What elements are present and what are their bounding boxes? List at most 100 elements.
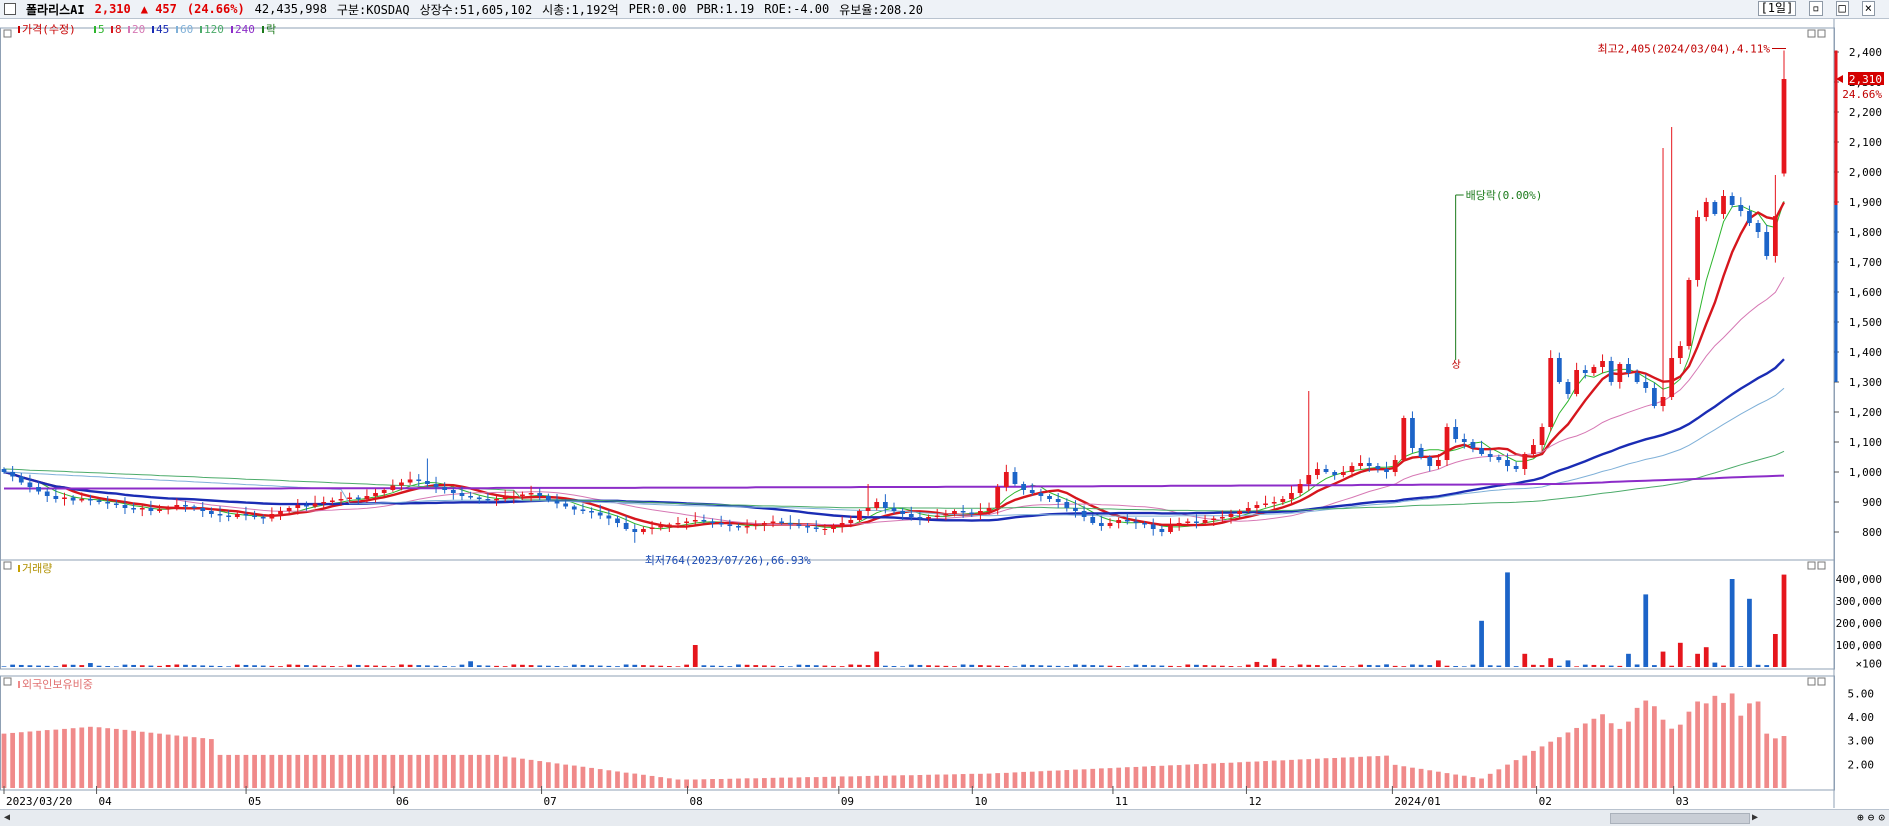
candle-body [1185, 521, 1191, 523]
foreign-bar [1686, 711, 1692, 788]
period-button[interactable]: [1일] [1757, 1, 1797, 16]
foreign-bar [580, 766, 586, 788]
candle-body [900, 511, 906, 514]
scroll-left-icon[interactable]: ◀ [4, 812, 11, 823]
candle-body [865, 508, 871, 511]
volume-bar [1142, 664, 1147, 667]
foreign-bar [571, 765, 577, 788]
foreign-bar [1029, 771, 1035, 788]
zoom-reset-icon[interactable]: ⊙ [1878, 811, 1885, 824]
x-tick-label-2: 05 [248, 795, 261, 808]
foreign-bar [139, 731, 145, 788]
volume-bar [53, 666, 59, 667]
candle-body [1418, 448, 1424, 457]
zoom-in-icon[interactable]: ⊕ [1857, 811, 1864, 824]
foreign-bar [355, 754, 361, 788]
candle-body [1721, 196, 1726, 214]
volume-bar [1772, 634, 1778, 667]
panel-minimize-icon-0 [3, 29, 12, 38]
volume-bar [355, 664, 361, 667]
volume-bar [468, 661, 473, 667]
foreign-bar [796, 777, 802, 788]
foreign-bar [329, 754, 335, 788]
foreign-bar [1358, 756, 1363, 788]
x-tick-label-10: 2024/01 [1394, 795, 1440, 808]
foreign-bar [442, 754, 448, 788]
foreign-bar [1219, 762, 1225, 788]
candle-body [1055, 499, 1061, 502]
foreign-bar [62, 728, 67, 788]
volume-bar [805, 664, 810, 667]
candle-body [615, 518, 620, 523]
foreign-bar [1617, 728, 1623, 788]
candle-body [355, 497, 361, 499]
maximize-icon[interactable]: □ [1835, 1, 1849, 16]
candle-body [701, 520, 707, 522]
volume-bar [1202, 665, 1208, 667]
volume-bar [1003, 666, 1009, 667]
candle-body [1323, 469, 1329, 472]
candle-body [528, 493, 534, 495]
volume-bar [865, 665, 871, 667]
candle-body [649, 527, 655, 529]
volume-bar [183, 664, 188, 667]
volume-bar [122, 664, 128, 667]
dividend-annotation: 배당락(0.00%) [1466, 189, 1543, 202]
scroll-bar[interactable]: ◀ ▶ ⊕ ⊖ ⊙ [0, 809, 1889, 826]
foreign-bar [1781, 736, 1787, 788]
close-icon[interactable]: × [1861, 1, 1875, 16]
candle-body [44, 491, 50, 496]
foreign-bar [995, 773, 1001, 788]
legend-label-1: 5 [98, 23, 105, 36]
candle-body [286, 508, 292, 511]
candle-body [1332, 472, 1338, 475]
volume-bar [1626, 653, 1631, 667]
volume-bar [425, 665, 430, 667]
zoom-out-icon[interactable]: ⊖ [1867, 811, 1875, 824]
volume-tick-label-2: 300,000 [1836, 595, 1882, 608]
foreign-bar [1349, 757, 1355, 788]
scroll-right-icon[interactable]: ▶ [1752, 812, 1759, 823]
foreign-bar [88, 726, 93, 788]
foreign-bar [1107, 768, 1113, 788]
scroll-thumb[interactable] [1610, 813, 1750, 824]
volume-bar [1738, 666, 1744, 667]
legend-label-2: 8 [115, 23, 122, 36]
x-tick-label-7: 10 [974, 795, 987, 808]
volume-bar [779, 666, 785, 667]
volume-bar [874, 651, 880, 667]
volume-bar [321, 665, 327, 667]
foreign-bar [373, 754, 378, 788]
foreign-bar [710, 779, 715, 788]
volume-bar [1574, 666, 1579, 667]
foreign-bar [658, 777, 664, 788]
candle-body [537, 493, 543, 496]
candle-body [399, 482, 404, 486]
foreign-bar [1384, 755, 1389, 788]
candle-body [1496, 457, 1502, 460]
legend-swatch-4 [152, 26, 154, 33]
foreign-bar [1669, 728, 1675, 788]
foreign-bar [701, 779, 707, 788]
candle-body [1219, 517, 1225, 519]
candle-body [183, 505, 188, 507]
foreign-bar [641, 774, 646, 788]
foreign-bar [1306, 759, 1312, 788]
title-bar: 폴라리스AI 2,310 ▲ 457 (24.66%) 42,435,998 구… [0, 0, 1889, 19]
foreign-bar [900, 775, 906, 788]
minimize-icon[interactable]: ▫ [1809, 1, 1823, 16]
volume-bar [1176, 666, 1182, 667]
window-checkbox[interactable] [4, 3, 16, 15]
candle-body [1505, 460, 1510, 466]
candle-body [502, 497, 508, 499]
foreign-bar [528, 759, 534, 788]
volume-bar [200, 665, 206, 667]
volume-bar [1306, 664, 1312, 667]
foreign-bar [1626, 721, 1631, 788]
foreign-bar [243, 754, 249, 788]
volume-bar [1375, 665, 1381, 667]
window-controls: [1일] ▫ □ × [1757, 1, 1885, 16]
x-tick-label-1: 04 [99, 795, 113, 808]
volume-bar [1099, 665, 1104, 667]
